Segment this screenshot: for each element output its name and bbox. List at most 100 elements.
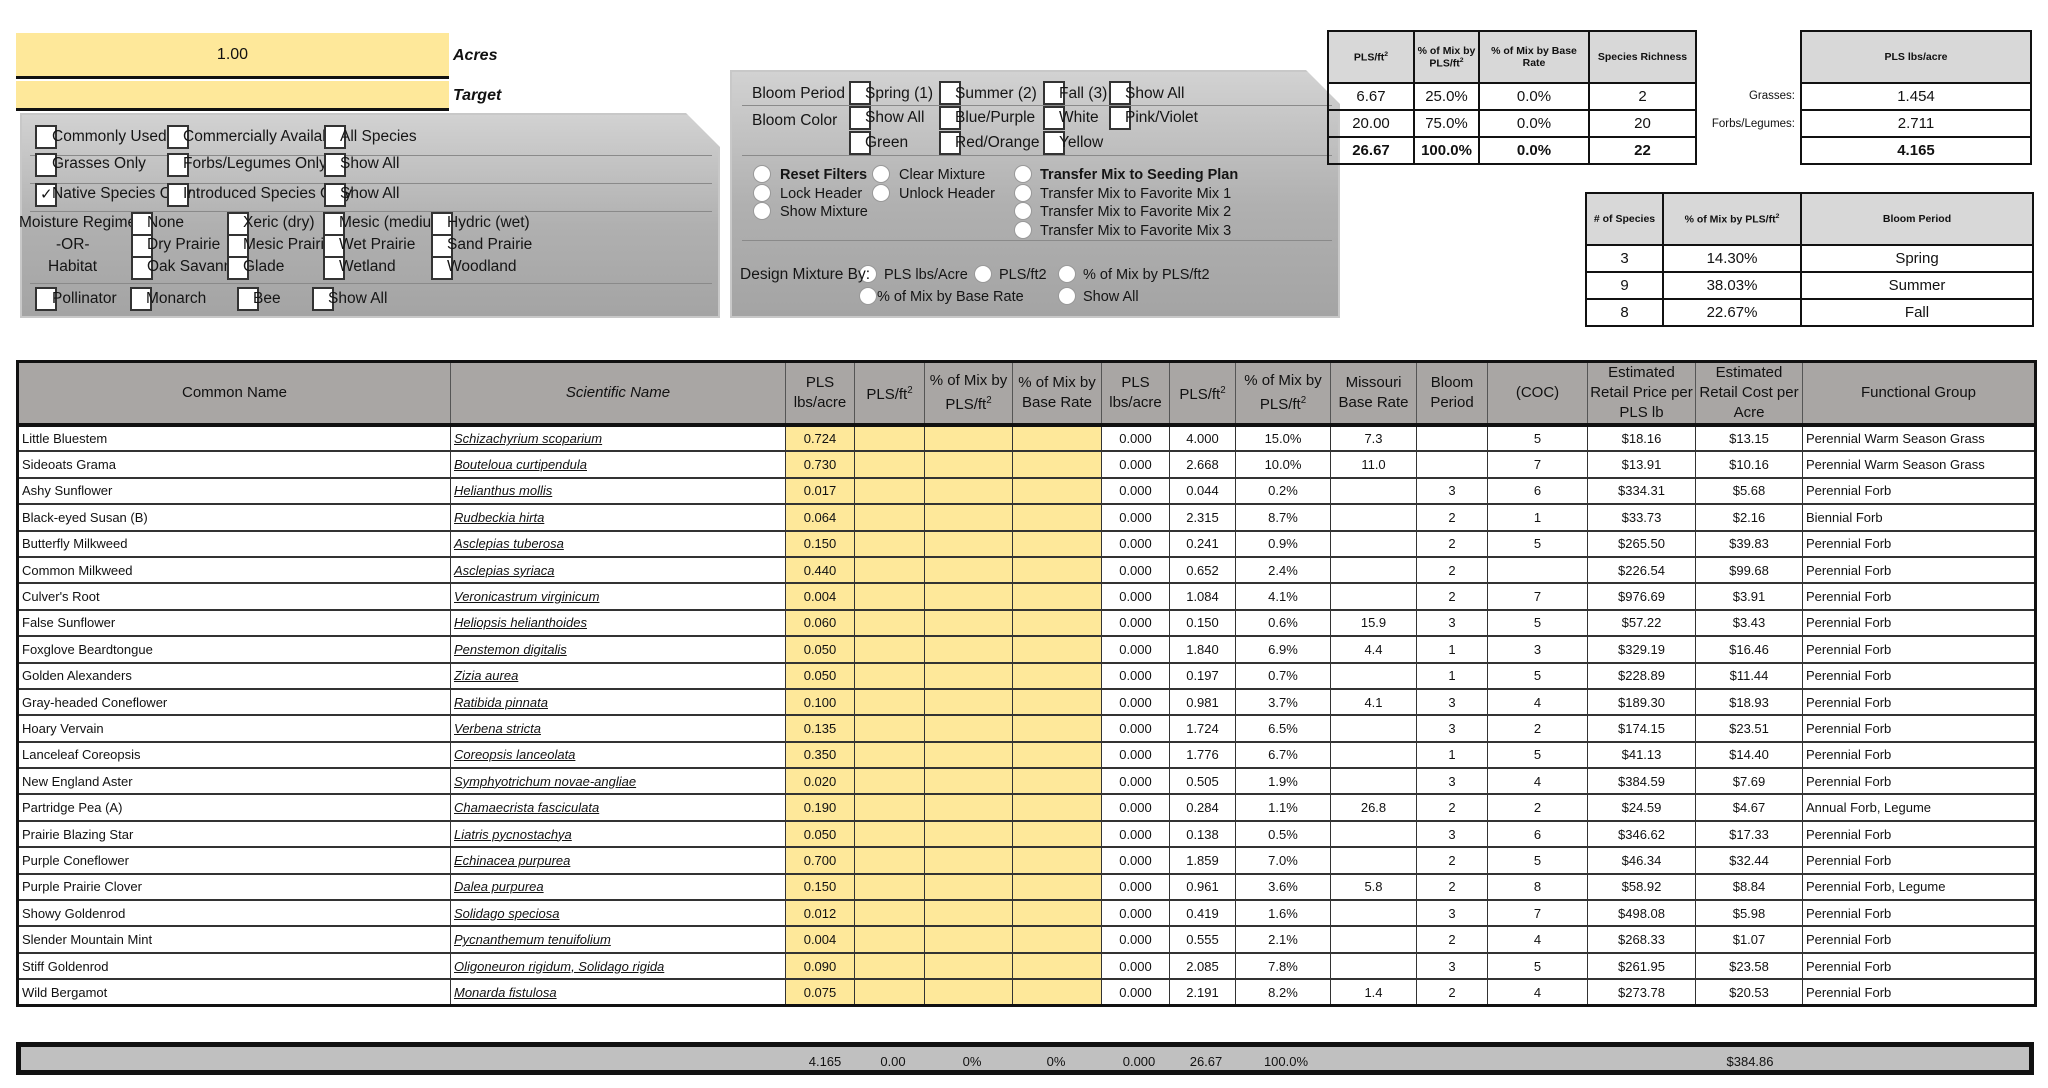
scientific-name-link[interactable]: Schizachyrium scoparium [450, 424, 786, 453]
mix-input-cell[interactable] [854, 820, 925, 849]
mix-input-cell[interactable] [854, 556, 925, 585]
scientific-name-link[interactable]: Solidago speciosa [450, 899, 786, 928]
transfer-mix-to-favorite-mix-3-radio[interactable] [1014, 221, 1032, 239]
scientific-name-link[interactable]: Dalea purpurea [450, 873, 786, 902]
pollinator-checkbox[interactable] [35, 287, 57, 311]
mix-input-cell[interactable] [924, 978, 1013, 1007]
transfer-mix-to-favorite-mix-2-radio[interactable] [1014, 202, 1032, 220]
acres-input[interactable]: 1.00 [16, 33, 449, 79]
mix-input-cell[interactable]: 0.090 [785, 952, 855, 981]
mix-input-cell[interactable] [854, 846, 925, 875]
mix-input-cell[interactable] [924, 477, 1013, 506]
mix-input-cell[interactable]: 0.100 [785, 688, 855, 717]
mix-input-cell[interactable] [1012, 688, 1102, 717]
transfer-mix-to-favorite-mix-1-button[interactable]: Transfer Mix to Favorite Mix 1 [1040, 185, 1232, 202]
lock-header-button[interactable]: Lock Header [780, 185, 863, 202]
show-all-type-checkbox[interactable] [324, 153, 346, 177]
mix-input-cell[interactable] [854, 978, 925, 1007]
mix-input-cell[interactable]: 0.730 [785, 450, 855, 479]
mix-input-cell[interactable] [924, 424, 1013, 453]
color-blue-purple-checkbox[interactable] [939, 106, 961, 130]
color-white-checkbox[interactable] [1043, 106, 1065, 130]
mix-input-cell[interactable] [1012, 714, 1102, 743]
mix-input-cell[interactable] [924, 530, 1013, 558]
scientific-name-link[interactable]: Monarda fistulosa [450, 978, 786, 1007]
mix-input-cell[interactable] [924, 450, 1013, 479]
mix-input-cell[interactable] [1012, 793, 1102, 822]
mix-input-cell[interactable]: 0.700 [785, 846, 855, 875]
mix-input-cell[interactable] [924, 688, 1013, 717]
clear-mixture-radio[interactable] [872, 165, 890, 183]
transfer-mix-to-favorite-mix-2-button[interactable]: Transfer Mix to Favorite Mix 2 [1040, 204, 1232, 220]
mix-input-cell[interactable]: 0.075 [785, 978, 855, 1007]
mix-input-cell[interactable] [854, 873, 925, 902]
mix-input-cell[interactable]: 0.350 [785, 741, 855, 770]
mix-input-cell[interactable] [924, 741, 1013, 770]
mix-input-cell[interactable] [924, 767, 1013, 796]
mix-input-cell[interactable] [854, 635, 925, 664]
mix-input-cell[interactable] [854, 530, 925, 558]
mix-input-cell[interactable] [854, 767, 925, 796]
mix-input-cell[interactable] [854, 477, 925, 506]
mix-input-cell[interactable]: 0.135 [785, 714, 855, 743]
mix-input-cell[interactable]: 0.050 [785, 662, 855, 690]
scientific-name-link[interactable]: Bouteloua curtipendula [450, 450, 786, 479]
scientific-name-link[interactable]: Chamaecrista fasciculata [450, 793, 786, 822]
mix-input-cell[interactable] [924, 609, 1013, 638]
mix-input-cell[interactable] [924, 582, 1013, 611]
mix-input-cell[interactable] [1012, 424, 1102, 453]
mix-input-cell[interactable]: 0.060 [785, 609, 855, 638]
mix-input-cell[interactable] [924, 952, 1013, 981]
mix-input-cell[interactable] [854, 714, 925, 743]
oak-savanna-checkbox[interactable] [131, 256, 153, 280]
color-pink-violet-checkbox[interactable] [1109, 106, 1131, 130]
mix-input-cell[interactable]: 0.150 [785, 530, 855, 558]
mix-input-cell[interactable]: 0.150 [785, 873, 855, 902]
reset-filters-radio[interactable] [753, 165, 771, 183]
forbs-legumes-only-checkbox[interactable] [167, 153, 189, 177]
scientific-name-link[interactable]: Rudbeckia hirta [450, 503, 786, 532]
mix-input-cell[interactable] [924, 793, 1013, 822]
color-red-orange-checkbox[interactable] [939, 131, 961, 155]
transfer-mix-to-seeding-plan-radio[interactable] [1014, 165, 1032, 183]
monarch-checkbox[interactable] [130, 287, 152, 311]
mix-input-cell[interactable] [924, 899, 1013, 928]
mix-input-cell[interactable] [924, 873, 1013, 902]
color-yellow-checkbox[interactable] [1043, 131, 1065, 155]
mix-input-cell[interactable]: 0.190 [785, 793, 855, 822]
mix-input-cell[interactable]: 0.050 [785, 635, 855, 664]
mix-input-cell[interactable] [854, 503, 925, 532]
show-mixture-radio[interactable] [753, 202, 771, 220]
woodland-checkbox[interactable] [431, 256, 453, 280]
mix-input-cell[interactable] [1012, 556, 1102, 585]
design-pls-ft2-radio[interactable] [974, 265, 992, 283]
scientific-name-link[interactable]: Heliopsis helianthoides [450, 609, 786, 638]
mix-input-cell[interactable] [854, 424, 925, 453]
scientific-name-link[interactable]: Symphyotrichum novae-angliae [450, 767, 786, 796]
mix-input-cell[interactable] [1012, 767, 1102, 796]
mix-input-cell[interactable] [854, 450, 925, 479]
scientific-name-link[interactable]: Oligoneuron rigidum, Solidago rigida [450, 952, 786, 981]
native-species-only-checkbox[interactable] [35, 183, 57, 207]
scientific-name-link[interactable]: Pycnanthemum tenuifolium [450, 925, 786, 954]
design-of-mix-by-base-rate-radio[interactable] [859, 287, 877, 305]
mix-input-cell[interactable]: 0.012 [785, 899, 855, 928]
transfer-mix-to-favorite-mix-3-button[interactable]: Transfer Mix to Favorite Mix 3 [1040, 222, 1232, 239]
reset-filters-button[interactable]: Reset Filters [780, 167, 868, 183]
bloom-fall-3-checkbox[interactable] [1043, 81, 1065, 105]
commercially-available-checkbox[interactable] [167, 125, 189, 149]
mix-input-cell[interactable] [1012, 582, 1102, 611]
mix-input-cell[interactable] [924, 556, 1013, 585]
scientific-name-link[interactable]: Penstemon digitalis [450, 635, 786, 664]
bloom-show-all-checkbox[interactable] [1109, 81, 1131, 105]
mix-input-cell[interactable]: 0.004 [785, 925, 855, 954]
mix-input-cell[interactable] [924, 846, 1013, 875]
lock-header-radio[interactable] [753, 184, 771, 202]
scientific-name-link[interactable]: Veronicastrum virginicum [450, 582, 786, 611]
mix-input-cell[interactable] [1012, 609, 1102, 638]
mix-input-cell[interactable] [854, 688, 925, 717]
grasses-only-checkbox[interactable] [35, 153, 57, 177]
glade-checkbox[interactable] [227, 256, 249, 280]
mix-input-cell[interactable] [1012, 450, 1102, 479]
commonly-used-checkbox[interactable] [35, 125, 57, 149]
